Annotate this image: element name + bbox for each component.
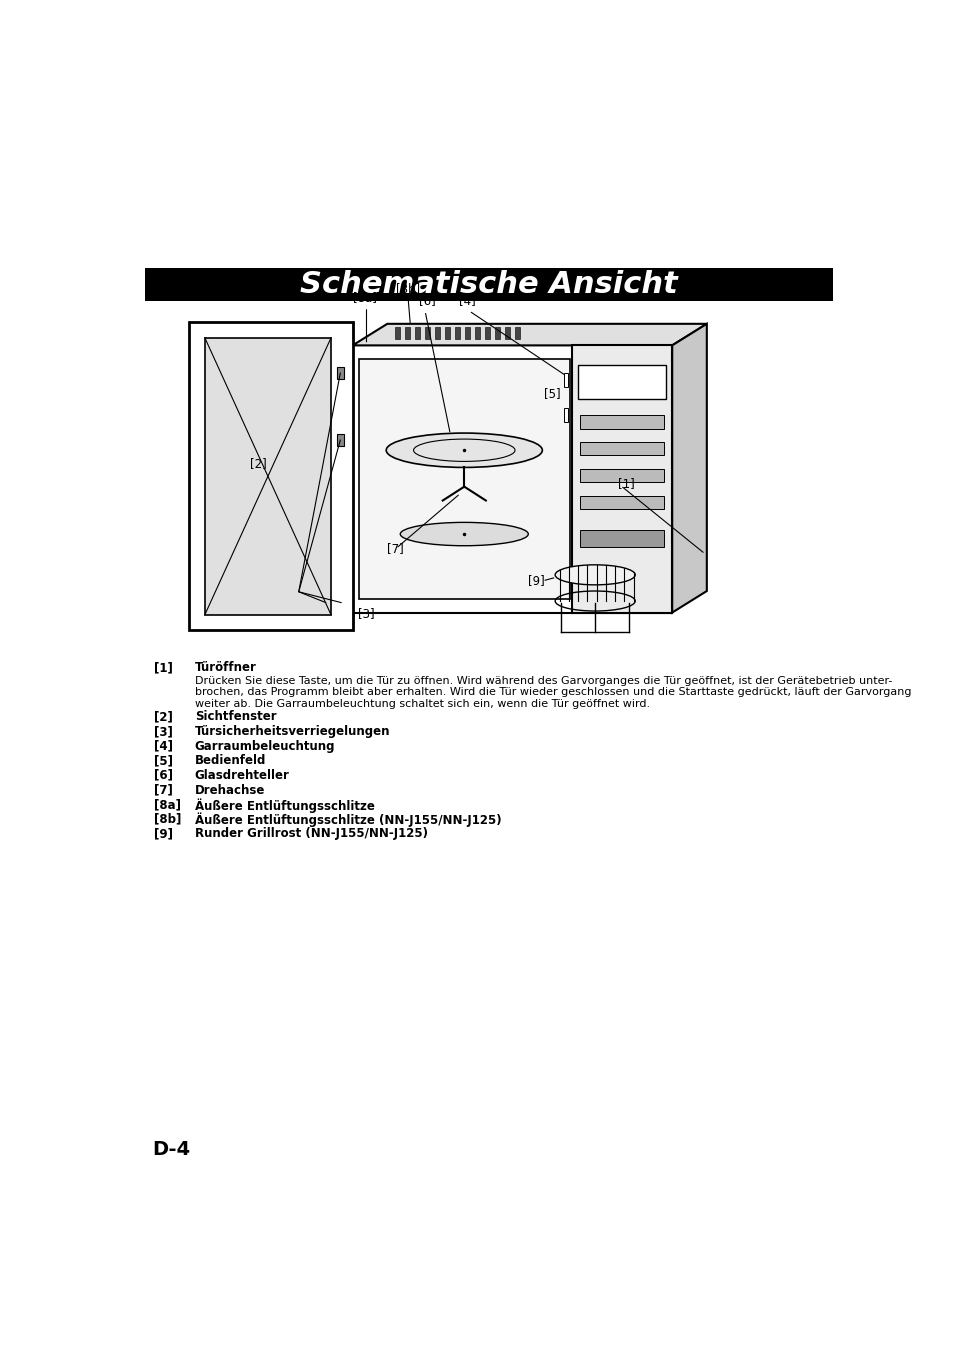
Text: Garraumbeleuchtung: Garraumbeleuchtung <box>194 739 335 753</box>
Text: [8b]: [8b] <box>153 813 181 825</box>
Text: brochen, das Programm bleibt aber erhalten. Wird die Tür wieder geschlossen und : brochen, das Programm bleibt aber erhalt… <box>194 688 910 697</box>
Bar <box>572 346 672 612</box>
Bar <box>415 327 420 339</box>
Text: [2]: [2] <box>250 458 267 470</box>
Text: [6]: [6] <box>153 769 172 782</box>
Text: [6]: [6] <box>418 295 436 307</box>
Text: [3]: [3] <box>153 725 172 738</box>
Bar <box>579 469 664 482</box>
Bar <box>336 367 344 380</box>
Text: [9]: [9] <box>527 574 544 586</box>
Text: Türsicherheitsverriegelungen: Türsicherheitsverriegelungen <box>194 725 390 738</box>
Bar <box>564 408 568 422</box>
Text: [8a]: [8a] <box>353 290 376 304</box>
Bar <box>336 434 344 446</box>
Bar <box>579 496 664 509</box>
Bar <box>435 327 440 339</box>
Bar <box>564 373 568 386</box>
Text: Drehachse: Drehachse <box>194 784 265 797</box>
Text: [7]: [7] <box>153 784 172 797</box>
Text: Türöffner: Türöffner <box>194 661 256 674</box>
Text: [9]: [9] <box>153 827 172 840</box>
Bar <box>444 327 450 339</box>
Bar <box>475 327 480 339</box>
Bar <box>395 327 400 339</box>
Text: Drücken Sie diese Taste, um die Tür zu öffnen. Wird während des Garvorganges die: Drücken Sie diese Taste, um die Tür zu ö… <box>194 676 891 686</box>
Bar <box>504 327 510 339</box>
Bar <box>484 327 490 339</box>
Text: [1]: [1] <box>153 661 172 674</box>
Bar <box>425 327 430 339</box>
Bar <box>405 327 410 339</box>
Text: [4]: [4] <box>153 739 172 753</box>
Text: [5]: [5] <box>543 386 559 400</box>
Text: D-4: D-4 <box>152 1140 191 1159</box>
Bar <box>579 415 664 428</box>
Text: Runder Grillrost (NN-J155/NN-J125): Runder Grillrost (NN-J155/NN-J125) <box>194 827 427 840</box>
Text: Äußere Entlüftungsschlitze (NN-J155/NN-J125): Äußere Entlüftungsschlitze (NN-J155/NN-J… <box>194 813 501 827</box>
Bar <box>578 365 665 400</box>
Text: [3]: [3] <box>357 607 375 620</box>
Text: Bedienfeld: Bedienfeld <box>194 754 266 767</box>
Bar <box>205 338 331 615</box>
Text: weiter ab. Die Garraumbeleuchtung schaltet sich ein, wenn die Tür geöffnet wird.: weiter ab. Die Garraumbeleuchtung schalt… <box>194 698 649 709</box>
Ellipse shape <box>386 434 541 467</box>
Bar <box>455 327 460 339</box>
Ellipse shape <box>555 565 635 585</box>
Text: [4]: [4] <box>458 295 476 307</box>
Bar <box>515 327 520 339</box>
Text: [8a]: [8a] <box>153 798 181 811</box>
Bar <box>495 327 500 339</box>
Bar <box>579 530 664 547</box>
Text: [2]: [2] <box>153 711 172 723</box>
Bar <box>145 269 832 301</box>
Text: Glasdrehteller: Glasdrehteller <box>194 769 290 782</box>
Ellipse shape <box>400 523 528 546</box>
Text: [8b]: [8b] <box>395 281 419 295</box>
Polygon shape <box>672 324 706 612</box>
Bar <box>464 327 470 339</box>
Text: Sichtfenster: Sichtfenster <box>194 711 276 723</box>
Text: Schematische Ansicht: Schematische Ansicht <box>300 270 677 299</box>
Text: [7]: [7] <box>387 542 404 555</box>
Bar <box>579 442 664 455</box>
Bar <box>353 346 672 612</box>
Polygon shape <box>353 324 706 346</box>
Bar <box>358 359 569 598</box>
Bar <box>190 323 353 631</box>
Text: Äußere Entlüftungsschlitze: Äußere Entlüftungsschlitze <box>194 798 375 813</box>
Text: [1]: [1] <box>618 477 635 490</box>
Text: [5]: [5] <box>153 754 172 767</box>
